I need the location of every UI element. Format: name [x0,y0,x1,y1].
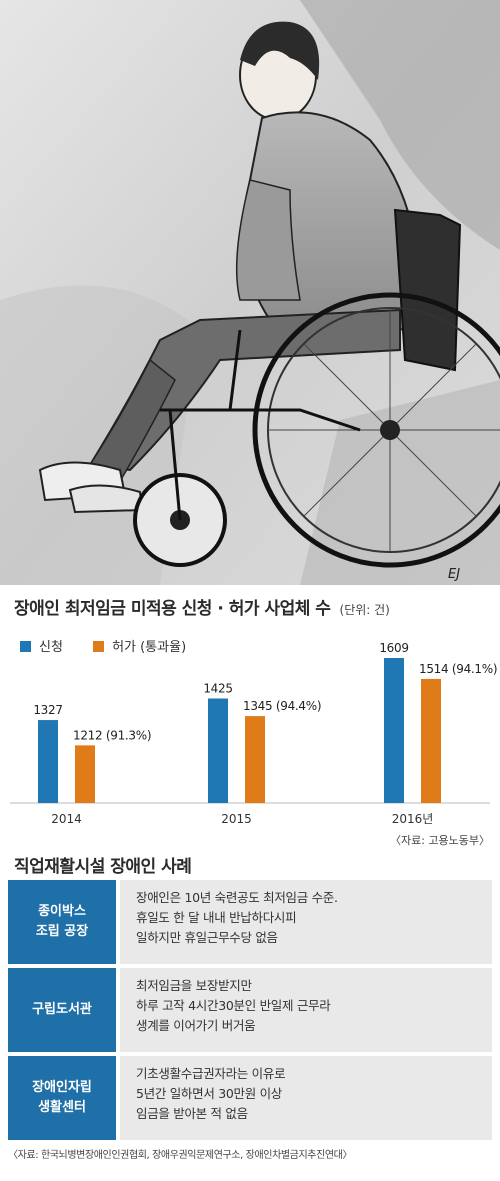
data-label-approved: 1345 (94.4%) [243,699,321,713]
x-tick-label: 2014 [51,812,82,826]
data-label-applied: 1425 [203,682,232,696]
bar-chart: 1327 1212 (91.3%) 2014 1425 1345 (94.4%) 2015… [0,622,500,852]
case-place: 구립도서관 [8,968,116,1052]
data-label-approved: 1212 (91.3%) [73,728,151,742]
case-row: 종이박스 조립 공장 장애인은 10년 숙련공도 최저임금 수준. 휴일도 한 … [8,880,492,964]
chart-unit: (단위: 건) [339,603,390,617]
bar-approved [421,678,441,803]
wheelchair-illustration: EJ [0,0,500,585]
data-label-applied: 1327 [33,703,62,717]
case-row: 구립도서관 최저임금을 보장받지만 하루 고작 4시간30분인 반일제 근무라 … [8,968,492,1052]
case-place: 장애인자립 생활센터 [8,1056,116,1140]
x-tick-label: 2016년 [392,812,434,826]
legend-item-approved: 허가 (통과율) [93,636,186,655]
cases-source: 〈자료: 한국뇌병변장애인인권협회, 장애우권익문제연구소, 장애인차별금지추진… [8,1150,353,1161]
case-row: 장애인자립 생활센터 기초생활수급권자라는 이유로 5년간 일하면서 30만원 … [8,1056,492,1140]
chart-legend: 신청 허가 (통과율) [20,636,212,655]
chart-title: 장애인 최저임금 미적용 신청 · 허가 사업체 수 [14,599,331,619]
legend-label-approved: 허가 (통과율) [112,640,187,655]
case-place: 종이박스 조립 공장 [8,880,116,964]
legend-label-applied: 신청 [39,640,63,655]
legend-item-applied: 신청 [20,636,63,655]
chart-source: 〈자료: 고용노동부〉 [389,834,490,847]
chart-header: 장애인 최저임금 미적용 신청 · 허가 사업체 수 (단위: 건) [14,594,494,622]
legend-swatch-applied [20,641,31,652]
illustration-signature: EJ [448,567,460,582]
bar-applied [208,698,228,803]
bar-approved [245,716,265,803]
legend-swatch-approved [93,641,105,652]
bar-chart-svg: 1327 1212 (91.3%) 2014 1425 1345 (94.4%) 2015… [10,641,498,826]
x-tick-label: 2015 [221,812,252,826]
cases-title: 직업재활시설 장애인 사례 [14,857,192,877]
data-label-applied: 1609 [379,641,408,655]
case-description: 기초생활수급권자라는 이유로 5년간 일하면서 30만원 이상 임금을 받아본 … [120,1056,492,1140]
case-description: 최저임금을 보장받지만 하루 고작 4시간30분인 반일제 근무라 생계를 이어… [120,968,492,1052]
case-description: 장애인은 10년 숙련공도 최저임금 수준. 휴일도 한 달 내내 반납하다시피… [120,880,492,964]
cases-table: 종이박스 조립 공장 장애인은 10년 숙련공도 최저임금 수준. 휴일도 한 … [8,880,492,1144]
data-label-approved: 1514 (94.1%) [419,662,497,676]
bar-approved [75,745,95,803]
bar-applied [384,658,404,803]
bar-applied [38,720,58,803]
